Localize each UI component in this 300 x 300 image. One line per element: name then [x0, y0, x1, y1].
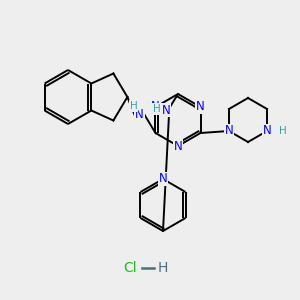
Text: H: H	[279, 126, 287, 136]
Text: N: N	[162, 103, 170, 116]
Text: H: H	[158, 261, 168, 275]
Text: N: N	[135, 109, 144, 122]
Text: Cl: Cl	[123, 261, 137, 275]
Text: N: N	[263, 124, 272, 137]
Text: H: H	[153, 104, 161, 114]
Text: N: N	[196, 100, 205, 113]
Text: N: N	[225, 124, 233, 137]
Text: N: N	[174, 140, 182, 152]
Text: N: N	[159, 172, 167, 185]
Text: N: N	[151, 100, 160, 113]
Text: H: H	[130, 101, 137, 111]
